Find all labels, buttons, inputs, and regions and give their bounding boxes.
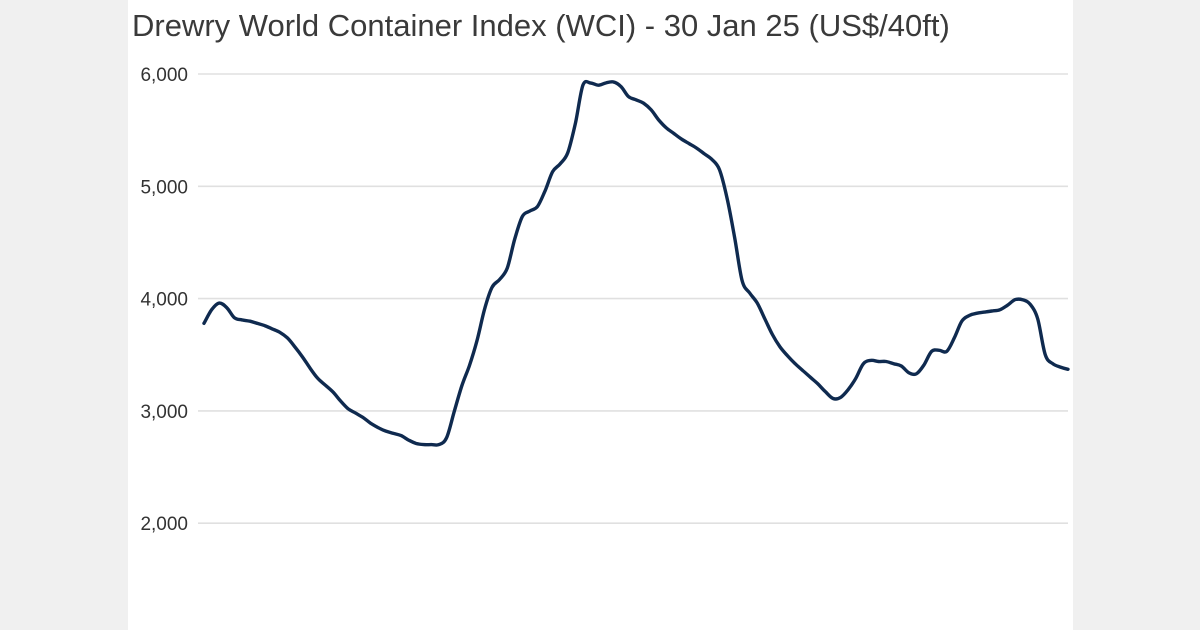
chart-title: Drewry World Container Index (WCI) - 30 … (132, 8, 950, 43)
y-tick-label: 6,000 (140, 65, 188, 86)
y-tick-label: 2,000 (140, 514, 188, 535)
y-tick-label: 5,000 (140, 177, 188, 198)
y-tick-label: 3,000 (140, 402, 188, 423)
series-layer (202, 79, 1070, 447)
series-line (202, 79, 1070, 447)
gridlines (198, 73, 1068, 525)
chart-panel (128, 0, 1073, 630)
y-tick-label: 4,000 (140, 290, 188, 311)
y-axis-ticks: 6,000 5,000 4,000 3,000 2,000 (140, 65, 188, 535)
